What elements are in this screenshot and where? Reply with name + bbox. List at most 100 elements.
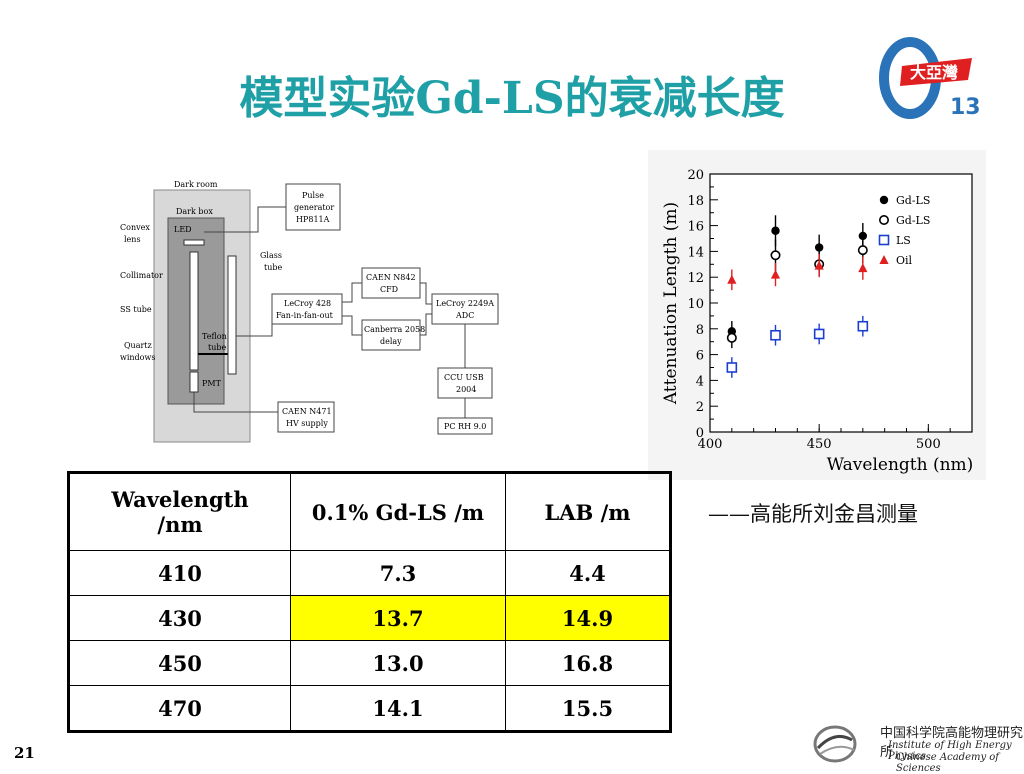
attenuation-chart: 0 2 4 6 8 10 12 14 16 18 20 400 450 500 Gd-LS Gd-LS LS O…	[648, 150, 986, 480]
setup-diagram: Dark room Dark box LED PMT Teflon tube C…	[120, 180, 499, 443]
lecroy2249-box	[431, 293, 499, 325]
lecroy2249-label-1: LeCroy 2249A	[436, 299, 494, 308]
canberra-label-2: delay	[380, 337, 402, 346]
caen-n471-label-2: HV supply	[286, 419, 328, 428]
y-tick-label: 10	[687, 297, 704, 312]
data-point	[771, 226, 780, 235]
teflon-label-2: tube	[208, 343, 226, 352]
x-tick-label: 450	[807, 437, 832, 452]
table-cell: 450	[68, 640, 291, 686]
y-tick-label: 20	[687, 168, 704, 183]
wire-fan-cfd	[342, 282, 362, 303]
y-tick-label: 8	[696, 323, 704, 338]
data-point	[879, 255, 889, 264]
y-tick-label: 6	[696, 349, 704, 364]
data-point	[726, 362, 738, 373]
ihep-name-en: Institute of High Energy Physics	[888, 740, 1012, 762]
dark-room-label: Dark room	[174, 180, 218, 189]
attenuation-table: Wavelength/nm 0.1% Gd-LS /m LAB /m 410 7…	[67, 471, 672, 733]
x-tick-label: 400	[698, 437, 723, 452]
data-point	[814, 260, 824, 270]
data-point	[879, 195, 889, 205]
ccu-box	[437, 367, 493, 399]
ss-tube-label: SS tube	[120, 305, 152, 314]
convex-label-1: Convex	[120, 223, 150, 232]
table-cell-highlight: 14.9	[505, 595, 671, 641]
table-header-row: Wavelength/nm 0.1% Gd-LS /m LAB /m	[68, 472, 671, 551]
header-lab: LAB /m	[505, 472, 671, 551]
data-point	[858, 231, 868, 241]
legend-label: LS	[896, 234, 911, 247]
caen-n471-box	[277, 401, 335, 433]
legend-label: Gd-LS	[896, 214, 930, 227]
x-tick-label: 500	[916, 437, 941, 452]
table-cell-highlight: 13.7	[290, 595, 506, 641]
pmt-rect	[189, 371, 199, 393]
canberra-label-1: Canberra 2058	[364, 325, 425, 334]
pc-label: PC RH 9.0	[444, 422, 486, 431]
y-tick-label: 14	[687, 245, 704, 260]
table-cell: 470	[68, 685, 291, 732]
logo-flag-icon	[900, 58, 972, 86]
plot-area	[709, 173, 973, 433]
convex-lens-rect	[183, 239, 205, 246]
table-cell: 7.3	[290, 550, 506, 596]
measurement-credit: ——高能所刘金昌测量	[708, 502, 918, 526]
table-cell: 15.5	[505, 685, 671, 732]
page-number: 21	[14, 744, 35, 762]
wire-pmt-hv	[193, 392, 278, 413]
data-point	[770, 329, 781, 341]
table-cell: 4.4	[505, 550, 671, 596]
wire-cfd-adc	[420, 282, 432, 305]
pulse-label-1: Pulse	[302, 191, 324, 200]
y-tick-label: 2	[696, 400, 704, 415]
glass-label-1: Glass	[260, 251, 282, 260]
glass-tube-rect	[227, 255, 237, 375]
data-point	[857, 245, 868, 256]
table-row: 410 7.3 4.4	[68, 550, 671, 596]
data-point	[813, 328, 825, 340]
y-tick-label: 16	[687, 220, 704, 235]
y-tick-label: 4	[696, 374, 704, 389]
pulse-box	[285, 183, 341, 231]
ihep-logo-icon	[813, 725, 857, 763]
data-point	[770, 250, 781, 261]
x-axis-label: Wavelength (nm)	[827, 455, 974, 475]
logo-number: 13	[950, 95, 981, 120]
header-gdls: 0.1% Gd-LS /m	[290, 472, 506, 551]
wire-pmt-fan	[236, 309, 273, 337]
quartz-label-1: Quartz	[124, 341, 152, 350]
led-label: LED	[174, 225, 192, 234]
convex-label-2: lens	[124, 235, 141, 244]
collimator-label: Collimator	[120, 271, 163, 280]
slide-title: 模型实验Gd-LS的衰减长度	[239, 73, 785, 124]
y-tick-label: 18	[687, 194, 704, 209]
y-axis-label: Attenuation Length (m)	[661, 202, 681, 405]
table-cell: 14.1	[290, 685, 506, 732]
legend-label: Gd-LS	[896, 194, 930, 207]
quartz-label-2: windows	[120, 353, 155, 362]
data-point	[858, 263, 868, 273]
y-tick-label: 0	[696, 426, 704, 441]
ccu-label-2: 2004	[456, 385, 476, 394]
caen-n842-label-1: CAEN N842	[366, 273, 416, 282]
caen-n471-label-1: CAEN N471	[282, 407, 332, 416]
y-tick-label: 12	[687, 271, 704, 286]
ss-tube-rect	[189, 251, 199, 371]
pmt-label: PMT	[202, 379, 222, 388]
glass-label-2: tube	[264, 263, 282, 272]
pulse-label-2: generator	[294, 203, 334, 212]
table-row: 450 13.0 16.8	[68, 640, 671, 686]
ccu-label-1: CCU USB	[444, 373, 484, 382]
data-point	[814, 243, 824, 252]
table-cell: 16.8	[505, 640, 671, 686]
table-row: 430 13.7 14.9	[68, 595, 671, 641]
data-point	[878, 234, 890, 246]
lecroy428-label-2: Fan-in-fan-out	[276, 311, 334, 320]
data-point	[727, 274, 737, 284]
ihep-cas-en: Chinese Academy of Sciences	[896, 752, 1000, 774]
ihep-name-cn: 中国科学院高能物理研究所	[880, 726, 1024, 760]
wire-fan-delay	[342, 315, 362, 336]
legend-label: Oil	[896, 254, 913, 267]
lecroy428-label-1: LeCroy 428	[284, 299, 331, 308]
